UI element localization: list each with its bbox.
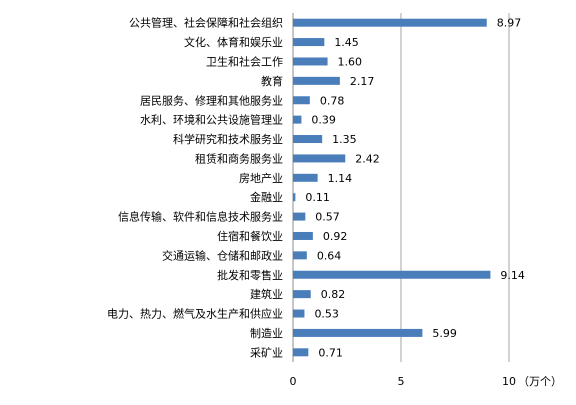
value-label: 0.64 xyxy=(317,249,342,262)
bar-16 xyxy=(293,328,423,337)
bar-14 xyxy=(293,290,311,299)
bar-13 xyxy=(293,270,491,279)
value-label: 0.39 xyxy=(311,114,336,127)
category-label: 交通运输、仓储和邮政业 xyxy=(162,248,283,262)
category-label: 科学研究和技术服务业 xyxy=(173,132,283,146)
bar-4 xyxy=(293,96,310,105)
grid-lines xyxy=(292,13,510,362)
value-label: 0.57 xyxy=(315,211,340,224)
x-tick-label: 0 xyxy=(290,375,297,388)
category-label: 住宿和餐饮业 xyxy=(217,229,283,243)
category-label: 信息传输、软件和信息技术服务业 xyxy=(118,210,283,224)
value-label: 1.14 xyxy=(328,172,353,185)
bar-1 xyxy=(293,38,325,47)
bar-11 xyxy=(293,231,313,240)
bar-5 xyxy=(293,115,302,124)
bar-0 xyxy=(293,18,487,27)
x-tick-label: 5 xyxy=(398,375,405,388)
category-label: 金融业 xyxy=(250,190,283,204)
value-label: 0.92 xyxy=(323,230,348,243)
bar-9 xyxy=(293,193,296,202)
category-label: 电力、热力、燃气及水生产和供应业 xyxy=(107,307,283,321)
value-label: 1.60 xyxy=(338,55,363,68)
bar-15 xyxy=(293,309,305,318)
x-axis-unit-label: （万个） xyxy=(518,375,562,388)
value-label: 0.71 xyxy=(318,346,343,359)
category-labels: 公共管理、社会保障和社会组织文化、体育和娱乐业卫生和社会工作教育居民服务、修理和… xyxy=(107,16,283,360)
x-tick-label: 10 xyxy=(502,375,516,388)
value-label: 1.35 xyxy=(332,133,357,146)
bar-8 xyxy=(293,173,318,182)
category-label: 建筑业 xyxy=(250,287,283,301)
value-labels: 8.97 1.45 1.60 2.17 0.78 0.39 1.35 2.421.14 0.11… xyxy=(305,17,525,360)
value-label: 8.97 xyxy=(497,17,522,30)
category-label: 租赁和商务服务业 xyxy=(195,151,283,165)
value-label: 1.45 xyxy=(334,36,359,49)
bar-10 xyxy=(293,212,306,221)
category-label: 批发和零售业 xyxy=(217,268,283,282)
category-label: 教育 xyxy=(261,74,283,88)
bar-17 xyxy=(293,348,309,357)
bar-2 xyxy=(293,57,328,66)
category-label: 水利、环境和公共设施管理业 xyxy=(140,113,283,127)
bars xyxy=(293,18,491,357)
category-label: 采矿业 xyxy=(250,346,283,359)
value-label: 2.42 xyxy=(355,152,380,165)
category-label: 卫生和社会工作 xyxy=(206,54,283,68)
category-label: 制造业 xyxy=(250,326,283,340)
x-tick-labels: 0 5 10 xyxy=(290,375,517,388)
bar-12 xyxy=(293,251,307,260)
bar-3 xyxy=(293,76,340,85)
value-label: 0.53 xyxy=(314,308,339,321)
category-label: 公共管理、社会保障和社会组织 xyxy=(129,16,283,30)
bar-7 xyxy=(293,154,346,163)
bar-6 xyxy=(293,135,323,144)
value-label: 0.78 xyxy=(320,94,345,107)
value-label: 0.11 xyxy=(305,191,330,204)
category-label: 文化、体育和娱乐业 xyxy=(184,35,283,49)
value-label: 5.99 xyxy=(432,327,457,340)
value-label: 2.17 xyxy=(350,75,375,88)
value-label: 0.82 xyxy=(321,288,346,301)
category-label: 居民服务、修理和其他服务业 xyxy=(140,93,283,107)
value-label: 9.14 xyxy=(500,269,525,282)
category-label: 房地产业 xyxy=(239,171,283,185)
